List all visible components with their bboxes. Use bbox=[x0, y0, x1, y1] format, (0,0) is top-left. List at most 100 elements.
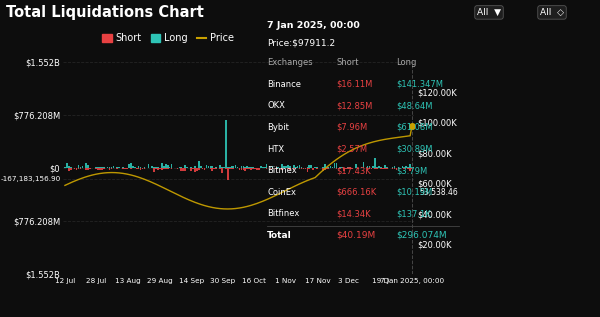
Bar bbox=[378, 166, 380, 168]
Bar bbox=[138, 168, 139, 169]
Bar bbox=[346, 168, 347, 169]
Bar bbox=[97, 168, 99, 170]
Bar bbox=[308, 165, 310, 168]
Bar bbox=[110, 168, 112, 169]
Bar bbox=[361, 167, 362, 168]
Bar bbox=[116, 167, 118, 168]
Bar bbox=[314, 167, 316, 168]
Bar bbox=[107, 167, 109, 168]
Bar bbox=[101, 168, 103, 170]
Text: $48.64M: $48.64M bbox=[396, 101, 433, 110]
Bar bbox=[113, 166, 114, 168]
Bar bbox=[310, 165, 312, 168]
Bar bbox=[143, 167, 145, 168]
Bar bbox=[109, 168, 110, 170]
Bar bbox=[95, 167, 97, 168]
Bar bbox=[248, 168, 250, 169]
Bar bbox=[209, 168, 211, 169]
Bar bbox=[256, 168, 258, 170]
Bar bbox=[140, 168, 142, 170]
Text: Binance: Binance bbox=[267, 80, 301, 89]
Bar bbox=[407, 168, 409, 169]
Bar bbox=[143, 168, 145, 169]
Bar bbox=[301, 167, 302, 168]
Bar bbox=[266, 168, 268, 169]
Bar bbox=[252, 167, 254, 168]
Bar bbox=[88, 165, 89, 168]
Bar bbox=[390, 168, 392, 169]
Bar bbox=[89, 168, 91, 169]
Bar bbox=[103, 168, 104, 169]
Bar bbox=[343, 167, 345, 168]
Text: $137.1K: $137.1K bbox=[396, 209, 431, 218]
Bar bbox=[163, 166, 164, 168]
Bar bbox=[161, 163, 163, 168]
Bar bbox=[219, 165, 221, 168]
Bar bbox=[335, 163, 337, 168]
Bar bbox=[382, 168, 384, 169]
Bar bbox=[138, 166, 139, 168]
Bar bbox=[231, 166, 233, 168]
Legend: Short, Long, Price: Short, Long, Price bbox=[98, 29, 238, 47]
Bar bbox=[229, 168, 230, 169]
Bar bbox=[266, 165, 268, 168]
Bar bbox=[142, 168, 143, 169]
Bar bbox=[82, 166, 83, 168]
Bar bbox=[221, 168, 223, 173]
Bar bbox=[272, 168, 273, 169]
Bar bbox=[289, 168, 291, 170]
Bar bbox=[181, 167, 182, 168]
Bar bbox=[392, 168, 394, 169]
Bar bbox=[285, 166, 287, 168]
Text: $141.347M: $141.347M bbox=[396, 80, 443, 89]
Bar bbox=[118, 167, 120, 168]
Bar bbox=[215, 167, 217, 168]
Text: $30.89M: $30.89M bbox=[396, 145, 433, 153]
Bar bbox=[328, 168, 329, 169]
Text: $296.074M: $296.074M bbox=[396, 231, 446, 240]
Bar bbox=[99, 167, 101, 168]
Bar bbox=[101, 167, 103, 168]
Bar bbox=[80, 168, 81, 169]
Bar bbox=[85, 163, 87, 168]
Bar bbox=[231, 168, 233, 169]
Bar bbox=[196, 168, 197, 171]
Bar bbox=[74, 168, 76, 169]
Bar bbox=[176, 168, 178, 169]
Bar bbox=[367, 166, 368, 168]
Bar bbox=[103, 167, 104, 168]
Bar bbox=[398, 167, 400, 168]
Bar bbox=[242, 168, 244, 170]
Bar bbox=[409, 164, 411, 168]
Bar bbox=[148, 165, 149, 168]
Bar bbox=[124, 168, 126, 169]
Bar bbox=[260, 166, 262, 168]
Bar bbox=[202, 168, 203, 169]
Bar bbox=[313, 168, 314, 170]
Bar bbox=[233, 166, 235, 168]
Bar bbox=[151, 166, 153, 168]
Text: $17.43K: $17.43K bbox=[336, 166, 371, 175]
Bar bbox=[374, 158, 376, 168]
Bar bbox=[411, 168, 413, 169]
Bar bbox=[186, 167, 188, 168]
Bar bbox=[297, 165, 298, 168]
Bar bbox=[157, 168, 159, 170]
Bar bbox=[269, 167, 271, 168]
Text: All  ▼: All ▼ bbox=[477, 8, 501, 17]
Bar bbox=[171, 164, 172, 168]
Bar bbox=[406, 166, 407, 168]
Bar bbox=[70, 167, 71, 168]
Bar bbox=[289, 165, 291, 168]
Bar bbox=[155, 167, 157, 168]
Bar bbox=[76, 168, 77, 170]
Bar bbox=[154, 168, 155, 172]
Bar bbox=[307, 167, 308, 168]
Bar bbox=[97, 167, 99, 168]
Bar bbox=[171, 168, 172, 169]
Bar bbox=[349, 168, 351, 169]
Bar bbox=[322, 167, 323, 168]
Bar bbox=[154, 167, 155, 168]
Bar bbox=[244, 167, 246, 168]
Bar bbox=[305, 168, 306, 169]
